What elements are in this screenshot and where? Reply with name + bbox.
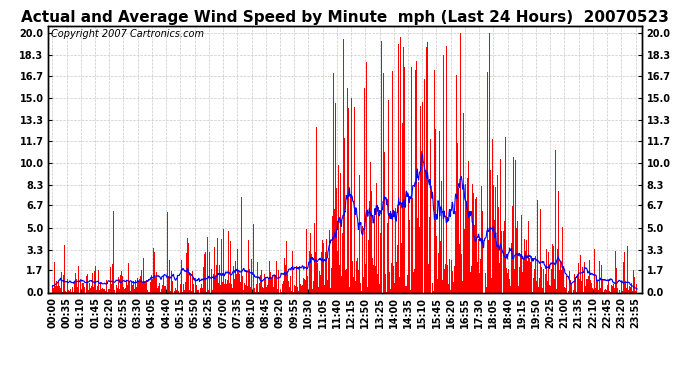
Text: Copyright 2007 Cartronics.com: Copyright 2007 Cartronics.com <box>51 29 204 39</box>
Title: Actual and Average Wind Speed by Minute  mph (Last 24 Hours)  20070523: Actual and Average Wind Speed by Minute … <box>21 10 669 25</box>
